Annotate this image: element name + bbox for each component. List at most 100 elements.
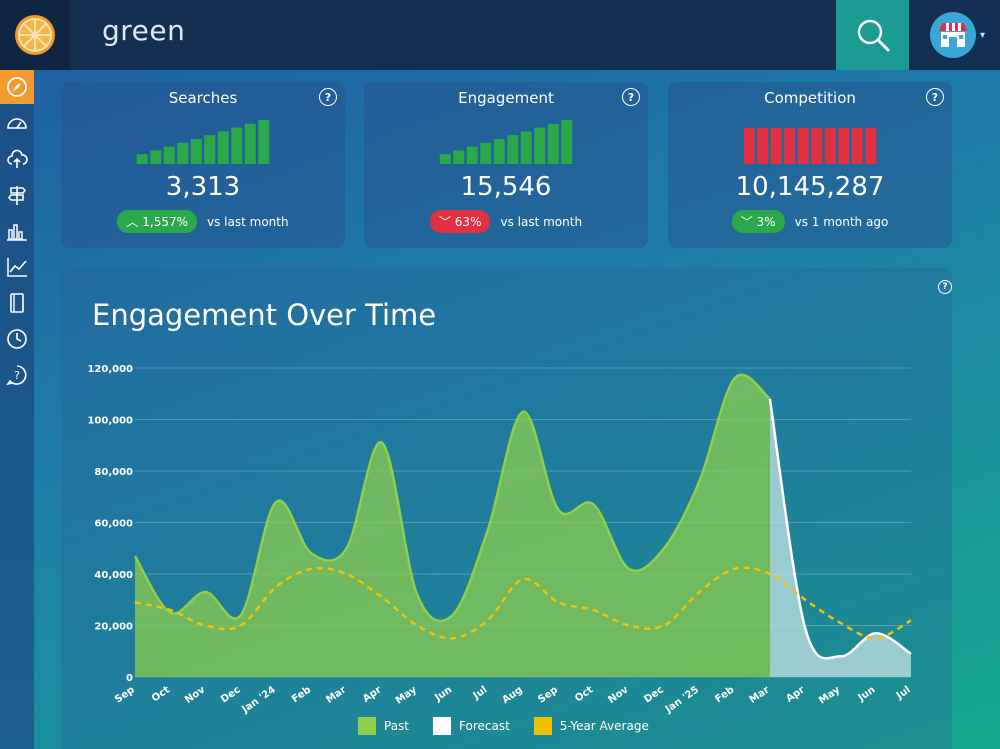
past-line [133, 373, 771, 623]
status-badge: ﹀ 3% [731, 210, 785, 233]
delta-row: ﹀ 63% vs last month [364, 210, 648, 233]
clock-icon [7, 329, 27, 349]
trend-bar [177, 142, 189, 164]
delta-row: ︿ 1,557% vs last month [61, 210, 345, 233]
search-button[interactable] [836, 0, 909, 70]
search-icon [857, 19, 889, 52]
x-tick-label: Jul [471, 684, 490, 702]
x-tick-label: Jun [856, 684, 878, 704]
x-tick-label: Nov [183, 684, 208, 706]
sidebar-item-trends[interactable] [0, 250, 34, 284]
trend-bar [190, 139, 202, 164]
delta-value: 3% [756, 215, 776, 229]
x-tick-label: Oct [573, 684, 595, 704]
sidebar-item-notes[interactable] [0, 286, 34, 320]
trend-bars [439, 120, 573, 164]
speedometer-icon [7, 118, 27, 129]
x-tick-label: Dec [642, 684, 666, 705]
x-tick-label: Jul [894, 684, 913, 702]
trend-bar [493, 139, 505, 164]
compare-label: vs last month [500, 214, 583, 229]
trend-bar [453, 150, 465, 164]
y-tick-label: 40,000 [94, 570, 133, 581]
legend-label: Past [384, 719, 410, 733]
compare-label: vs last month [207, 214, 289, 229]
x-tick-label: Jan '24 [240, 684, 278, 715]
x-tick-label: Dec [219, 684, 243, 705]
help-icon[interactable]: ? [622, 88, 640, 106]
x-tick-label: Sep [536, 684, 560, 705]
x-tick-label: Jun [432, 684, 454, 704]
store-icon [939, 23, 967, 47]
x-tick-label: Mar [748, 684, 772, 705]
trend-bar [851, 128, 863, 164]
trend-bar [757, 128, 769, 164]
line-chart-icon [7, 258, 27, 277]
competition-card: Competition ? 10,145,287 ﹀ 3% vs 1 month… [668, 82, 952, 248]
x-tick-label: Aug [500, 684, 524, 706]
card-title: Competition [764, 89, 856, 107]
delta-value: 1,557% [142, 215, 189, 229]
legend-item-5-year-average[interactable]: 5-Year Average [533, 717, 649, 735]
help-icon[interactable]: ? [926, 88, 944, 106]
trend-bar [784, 128, 796, 164]
metric-value: 3,313 [165, 172, 241, 202]
chart-legend: Past Forecast 5-Year Average [358, 717, 649, 735]
compare-label: vs 1 month ago [794, 214, 889, 229]
status-badge: ﹀ 63% [429, 210, 491, 233]
trend-bar [520, 131, 532, 164]
sidebar-item-reports[interactable] [0, 214, 34, 248]
x-tick-label: Feb [713, 684, 736, 705]
sidebar-item-history[interactable] [0, 322, 34, 356]
legend-item-past[interactable]: Past [358, 717, 409, 735]
chevron-down-icon: ﹀ [438, 215, 451, 229]
sidebar-item-explore[interactable] [0, 70, 34, 104]
account-menu[interactable]: ▾ [930, 10, 990, 60]
help-icon: ? [6, 365, 27, 386]
x-tick-label: Mar [324, 684, 348, 705]
trend-bar [770, 128, 782, 164]
trend-bar [824, 128, 836, 164]
x-tick-label: Oct [150, 684, 172, 704]
searches-card: Searches ? 3,313 ︿ 1,557% vs last month [61, 82, 345, 248]
caret-down-icon[interactable]: ▾ [980, 29, 986, 41]
trend-bar [547, 123, 559, 164]
engagement-chart: 0 20,000 40,000 60,000 80,000 100,000 120,000 S… [87, 364, 913, 716]
trend-bars [136, 120, 270, 164]
x-tick-label: Jan '25 [663, 684, 701, 715]
legend-swatch [358, 717, 376, 735]
notebook-icon [10, 293, 24, 313]
compass-icon [7, 77, 27, 97]
metric-value: 10,145,287 [735, 172, 885, 202]
engagement-card: Engagement ? 15,546 ﹀ 63% vs last month [364, 82, 648, 248]
legend-swatch [433, 717, 452, 735]
forecast-area [769, 398, 911, 677]
trend-bar [439, 154, 451, 164]
sidebar-item-directions[interactable] [0, 178, 34, 212]
sidebar-item-upload[interactable] [0, 142, 34, 176]
svg-text:?: ? [14, 369, 20, 382]
metric-value: 15,546 [460, 172, 552, 202]
sidebar-item-dashboard[interactable] [0, 106, 34, 140]
y-tick-label: 120,000 [87, 364, 133, 375]
help-icon[interactable]: ? [319, 88, 337, 106]
trend-bar [163, 146, 175, 164]
x-tick-label: Sep [113, 684, 137, 705]
orange-slice-icon [15, 15, 55, 55]
legend-item-forecast[interactable]: Forecast [433, 717, 510, 735]
y-tick-label: 80,000 [94, 467, 133, 478]
card-title: Searches [168, 89, 238, 107]
logo[interactable] [0, 0, 70, 70]
x-tick-label: Apr [784, 684, 807, 704]
y-tick-label: 100,000 [87, 416, 133, 427]
sidebar-item-help[interactable]: ? [0, 358, 34, 392]
delta-row: ﹀ 3% vs 1 month ago [668, 210, 952, 233]
search-query-input[interactable]: green [102, 14, 186, 47]
past-area [135, 374, 770, 677]
y-tick-label: 20,000 [94, 622, 133, 633]
trend-bar [204, 135, 216, 164]
delta-value: 63% [454, 215, 482, 229]
bar-chart-icon [7, 224, 27, 241]
help-icon[interactable]: ? [938, 280, 952, 294]
avatar[interactable] [930, 12, 976, 58]
